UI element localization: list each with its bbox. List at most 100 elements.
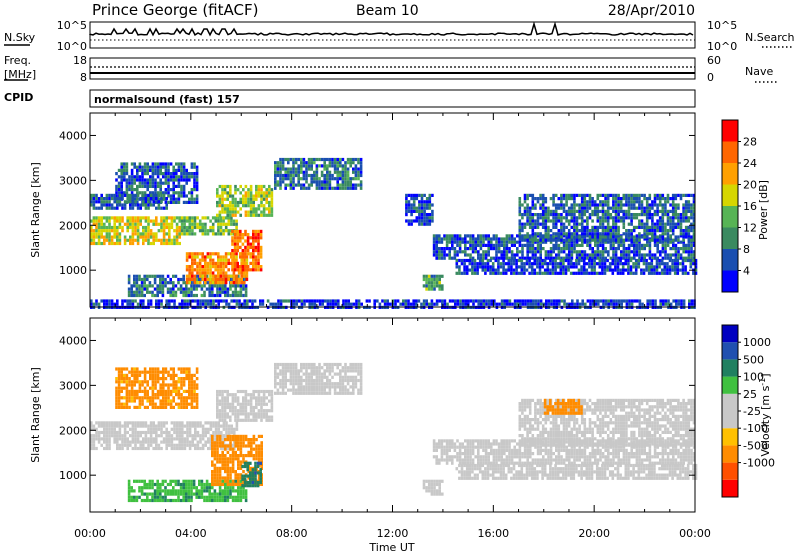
data-cell bbox=[168, 437, 171, 441]
data-cell bbox=[664, 238, 667, 242]
data-cell bbox=[435, 250, 438, 254]
data-cell bbox=[214, 219, 218, 223]
data-cell bbox=[599, 219, 602, 223]
data-cell bbox=[606, 216, 610, 220]
colorbar-tick-label: 4 bbox=[743, 265, 750, 278]
data-cell bbox=[219, 277, 223, 281]
data-cell bbox=[440, 240, 444, 244]
data-cell bbox=[684, 216, 688, 220]
data-cell bbox=[601, 235, 605, 239]
data-cell bbox=[316, 299, 319, 303]
data-cell bbox=[154, 377, 157, 381]
data-cell bbox=[315, 177, 319, 181]
data-cell bbox=[191, 440, 194, 444]
data-cell bbox=[604, 203, 607, 207]
data-cell bbox=[396, 299, 400, 303]
data-cell bbox=[420, 193, 424, 197]
data-cell bbox=[302, 177, 306, 181]
data-cell bbox=[491, 268, 495, 272]
data-cell bbox=[133, 377, 136, 381]
data-cell bbox=[431, 209, 434, 213]
data-cell bbox=[274, 302, 278, 306]
data-cell bbox=[90, 443, 93, 447]
data-cell bbox=[565, 216, 568, 220]
data-cell bbox=[604, 235, 607, 239]
data-cell bbox=[123, 200, 127, 204]
data-cell bbox=[118, 424, 122, 428]
data-cell bbox=[438, 237, 441, 241]
data-cell bbox=[123, 405, 126, 409]
data-cell bbox=[125, 402, 129, 406]
data-cell bbox=[115, 386, 118, 390]
data-cell bbox=[573, 250, 576, 254]
data-cell bbox=[586, 219, 589, 223]
data-cell bbox=[183, 440, 187, 444]
data-cell bbox=[130, 287, 133, 291]
data-cell bbox=[172, 200, 175, 204]
data-cell bbox=[230, 274, 233, 278]
data-cell bbox=[252, 239, 255, 243]
data-cell bbox=[549, 197, 553, 201]
data-cell bbox=[405, 209, 408, 213]
data-cell bbox=[172, 386, 175, 390]
data-cell bbox=[156, 168, 160, 172]
data-cell bbox=[669, 222, 672, 226]
data-cell bbox=[120, 389, 123, 393]
data-cell bbox=[661, 222, 665, 226]
data-cell bbox=[643, 253, 646, 257]
data-cell bbox=[181, 302, 184, 306]
data-cell bbox=[123, 367, 126, 371]
data-cell bbox=[110, 430, 114, 435]
data-cell bbox=[236, 236, 239, 240]
data-cell bbox=[546, 262, 550, 266]
data-cell bbox=[666, 256, 670, 260]
data-cell bbox=[503, 243, 506, 247]
data-cell bbox=[420, 200, 424, 204]
data-cell bbox=[499, 265, 503, 269]
data-cell bbox=[162, 437, 166, 441]
data-cell bbox=[243, 281, 246, 285]
data-cell bbox=[583, 203, 587, 207]
data-cell bbox=[538, 268, 542, 272]
data-cell bbox=[593, 213, 597, 217]
data-cell bbox=[160, 241, 163, 246]
data-cell bbox=[500, 237, 503, 241]
data-cell bbox=[552, 243, 555, 247]
data-cell bbox=[222, 437, 226, 441]
data-cell bbox=[186, 299, 189, 303]
data-cell bbox=[204, 258, 207, 262]
data-cell bbox=[255, 188, 258, 192]
data-cell bbox=[591, 238, 594, 242]
data-cell bbox=[513, 302, 517, 306]
data-cell bbox=[233, 268, 237, 272]
data-cell bbox=[510, 271, 513, 275]
data-cell bbox=[614, 209, 618, 213]
data-cell bbox=[687, 203, 691, 207]
data-cell bbox=[113, 437, 116, 441]
data-cell bbox=[651, 235, 654, 239]
data-cell bbox=[233, 236, 237, 240]
data-cell bbox=[477, 299, 480, 303]
data-cell bbox=[326, 299, 330, 303]
data-cell bbox=[599, 216, 602, 220]
data-cell bbox=[257, 233, 260, 237]
data-cell bbox=[146, 396, 149, 400]
data-cell bbox=[465, 268, 469, 272]
data-cell bbox=[230, 219, 233, 223]
data-cell bbox=[162, 389, 165, 393]
data-cell bbox=[162, 216, 166, 220]
data-cell bbox=[142, 229, 145, 233]
data-cell bbox=[441, 284, 444, 288]
data-cell bbox=[117, 188, 121, 192]
data-cell bbox=[625, 197, 628, 201]
data-cell bbox=[188, 443, 192, 447]
data-cell bbox=[133, 393, 136, 397]
data-cell bbox=[598, 258, 602, 263]
data-cell bbox=[549, 253, 553, 257]
data-cell bbox=[485, 302, 488, 306]
data-cell bbox=[167, 386, 170, 390]
data-cell bbox=[318, 157, 321, 162]
data-region bbox=[231, 229, 263, 272]
data-cell bbox=[153, 293, 157, 298]
data-cell bbox=[523, 209, 527, 213]
